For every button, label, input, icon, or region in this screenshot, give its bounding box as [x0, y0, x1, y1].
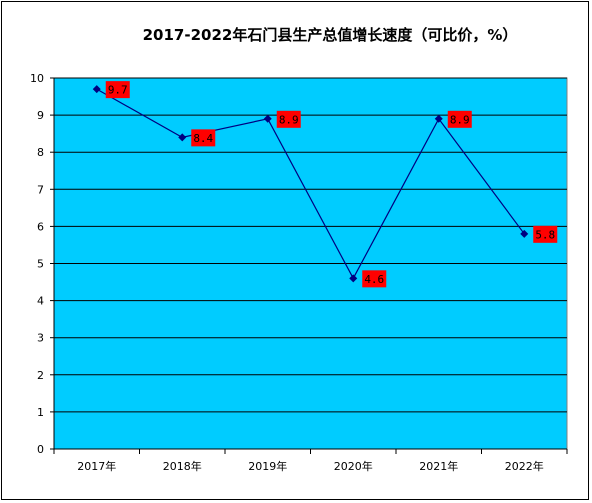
x-tick-label: 2018年: [163, 459, 202, 473]
data-point-marker: [92, 85, 101, 94]
y-tick-label: 10: [30, 72, 44, 85]
data-label-box: [191, 129, 216, 147]
data-point-marker: [434, 114, 443, 123]
data-point-marker: [520, 229, 529, 238]
y-tick-label: 4: [37, 295, 44, 308]
data-label: 4.6: [364, 273, 384, 286]
y-tick-label: 1: [37, 406, 44, 419]
chart-title: 2017-2022年石门县生产总值增长速度（可比价，%）: [142, 26, 518, 44]
data-point-marker: [263, 114, 272, 123]
data-label: 9.7: [108, 84, 128, 97]
data-point-marker: [349, 274, 358, 283]
y-tick-label: 0: [37, 443, 44, 456]
y-tick-label: 5: [37, 258, 44, 271]
data-label-box: [533, 225, 558, 243]
data-label: 8.9: [450, 113, 470, 126]
x-tick-label: 2019年: [248, 459, 287, 473]
x-tick-label: 2017年: [77, 459, 116, 473]
x-tick-label: 2022年: [505, 459, 544, 473]
y-tick-label: 7: [37, 183, 44, 196]
x-tick-label: 2020年: [334, 459, 373, 473]
y-tick-label: 9: [37, 109, 44, 122]
x-tick-label: 2021年: [419, 459, 458, 473]
data-label-box: [105, 81, 130, 99]
data-label: 8.4: [193, 132, 213, 145]
data-label-box: [276, 110, 301, 128]
data-label: 5.8: [535, 228, 555, 241]
y-tick-label: 2: [37, 369, 44, 382]
series-line: [96, 88, 525, 280]
y-tick-label: 6: [37, 220, 44, 233]
data-label: 8.9: [279, 113, 299, 126]
data-label-box: [362, 270, 387, 288]
data-point-marker: [178, 133, 187, 142]
data-label-box: [447, 110, 472, 128]
y-tick-label: 8: [37, 146, 44, 159]
y-tick-label: 3: [37, 332, 44, 345]
